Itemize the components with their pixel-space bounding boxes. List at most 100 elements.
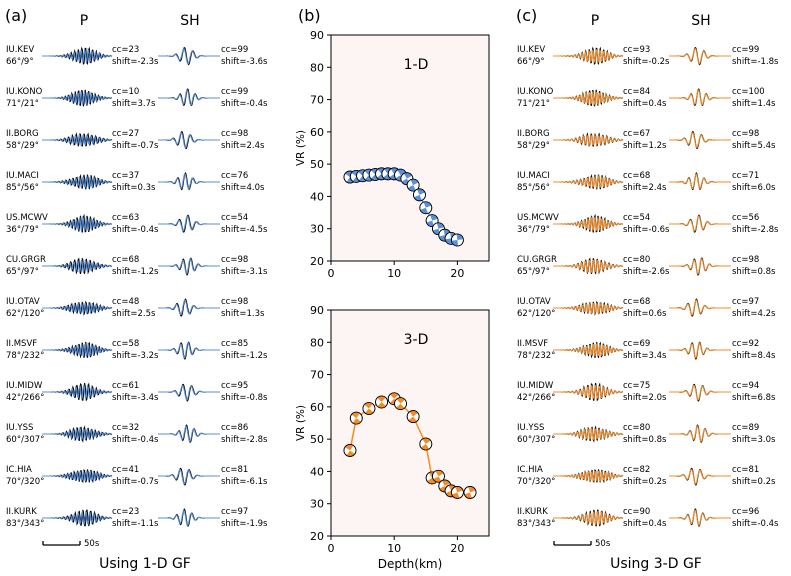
data-point xyxy=(432,469,445,483)
station-row: IU.MIDW 42°/266° cc=75 shift=2.0s cc=94 shift… xyxy=(517,381,776,403)
p-synthetic-trace xyxy=(553,174,624,190)
station-distance-azimuth: 60°/307° xyxy=(6,435,44,445)
p-shift-value: shift=-0.7s xyxy=(112,477,159,487)
sh-shift-value: shift=3.0s xyxy=(732,435,776,445)
p-shift-value: shift=-2.6s xyxy=(623,267,670,277)
p-shift-value: shift=2.4s xyxy=(623,183,667,193)
x-tick-label: 20 xyxy=(450,542,464,555)
y-tick-label: 40 xyxy=(310,465,324,478)
panel-letter: (c) xyxy=(516,6,537,25)
sh-shift-value: shift=6.0s xyxy=(732,183,776,193)
station-name: II.KURK xyxy=(6,507,37,517)
data-point xyxy=(450,486,464,499)
sh-cc-value: cc=54 xyxy=(221,213,248,223)
station-row: II.BORG 58°/29° cc=67 shift=1.2s cc=98 shift=… xyxy=(517,129,776,151)
p-shift-value: shift=-0.6s xyxy=(623,225,670,235)
p-synthetic-trace xyxy=(553,301,624,316)
panel-footer-label: Using 3-D GF xyxy=(610,556,702,572)
y-tick-label: 50 xyxy=(310,158,324,171)
sh-synthetic-trace xyxy=(669,468,731,485)
station-name: US.MCWV xyxy=(6,213,48,223)
p-shift-value: shift=0.6s xyxy=(623,309,667,319)
data-point xyxy=(419,437,433,451)
time-scale-label: 50s xyxy=(84,539,100,549)
data-point xyxy=(419,201,433,215)
p-synthetic-trace xyxy=(553,426,624,441)
station-row: IU.OTAV 62°/120° cc=48 shift=2.5s cc=98 shift… xyxy=(6,297,265,319)
sh-cc-value: cc=76 xyxy=(221,171,248,181)
sh-synthetic-trace xyxy=(669,89,731,106)
sh-shift-value: shift=5.4s xyxy=(732,141,776,151)
p-shift-value: shift=-0.4s xyxy=(112,225,159,235)
sh-synthetic-trace xyxy=(158,468,220,485)
sh-cc-value: cc=98 xyxy=(221,255,248,265)
station-row: II.MSVF 78°/232° cc=69 shift=3.4s cc=92 shift… xyxy=(517,339,776,361)
y-tick-label: 90 xyxy=(310,304,324,317)
station-row: IC.HIA 70°/320° cc=82 shift=0.2s cc=81 shift=… xyxy=(517,465,776,487)
p-shift-value: shift=1.2s xyxy=(623,141,667,151)
sh-shift-value: shift=-1.9s xyxy=(221,519,268,529)
y-tick-label: 90 xyxy=(310,29,324,42)
station-distance-azimuth: 65°/97° xyxy=(517,267,550,277)
station-row: II.MSVF 78°/232° cc=58 shift=-3.2s cc=85 shif… xyxy=(6,339,268,361)
sh-shift-value: shift=-6.1s xyxy=(221,477,268,487)
station-name: II.BORG xyxy=(6,129,39,139)
data-point xyxy=(343,444,357,457)
p-cc-value: cc=80 xyxy=(623,423,650,433)
p-synthetic-trace xyxy=(553,470,624,483)
vr-chart-3d: 20 30 40 50 60 70 80 90 0 10 20 VR (%) Depth(km) 3-D xyxy=(295,304,490,571)
p-synthetic-trace xyxy=(42,91,113,106)
p-cc-value: cc=10 xyxy=(112,87,139,97)
station-name: IU.KEV xyxy=(6,45,34,55)
p-synthetic-trace xyxy=(42,301,113,316)
p-cc-value: cc=82 xyxy=(623,465,650,475)
data-point xyxy=(444,484,458,498)
sh-cc-value: cc=86 xyxy=(221,423,248,433)
station-distance-azimuth: 78°/232° xyxy=(6,351,44,361)
y-tick-label: 60 xyxy=(310,126,324,139)
sh-shift-value: shift=-3.1s xyxy=(221,267,268,277)
sh-shift-value: shift=2.4s xyxy=(221,141,265,151)
sh-shift-value: shift=-1.8s xyxy=(732,57,779,67)
x-axis-label: Depth(km) xyxy=(378,557,443,571)
p-shift-value: shift=-1.2s xyxy=(112,267,159,277)
x-tick-label: 10 xyxy=(387,542,401,555)
sh-cc-value: cc=71 xyxy=(732,171,759,181)
station-distance-azimuth: 78°/232° xyxy=(517,351,555,361)
sh-synthetic-trace xyxy=(669,299,731,316)
data-point xyxy=(425,214,439,228)
y-axis-label: VR (%) xyxy=(295,130,307,166)
station-name: CU.GRGR xyxy=(517,255,557,265)
panel-a: (a) P SH IU.KEV 66°/9° cc=23 shift=-2.3s cc=99 s… xyxy=(5,6,268,572)
variance-reduction-charts: 20 30 40 50 60 70 80 90 0 10 20 VR (%) (b) 1-D 20 30 40 5… xyxy=(295,6,490,571)
station-name: CU.GRGR xyxy=(6,255,46,265)
data-point xyxy=(413,188,426,202)
sh-shift-value: shift=-1.2s xyxy=(221,351,268,361)
sh-cc-value: cc=99 xyxy=(732,45,759,55)
sh-synthetic-trace xyxy=(669,215,731,232)
station-distance-azimuth: 83°/343° xyxy=(6,519,44,529)
p-cc-value: cc=48 xyxy=(112,297,139,307)
station-name: IC.HIA xyxy=(6,465,32,475)
p-synthetic-trace xyxy=(553,48,624,65)
sh-cc-value: cc=89 xyxy=(732,423,759,433)
p-shift-value: shift=-0.7s xyxy=(112,141,159,151)
sh-cc-value: cc=97 xyxy=(221,507,248,517)
station-distance-azimuth: 42°/266° xyxy=(517,393,555,403)
p-synthetic-trace xyxy=(553,385,623,399)
sh-cc-value: cc=81 xyxy=(732,465,759,475)
panel-letter: (a) xyxy=(5,6,27,25)
station-distance-azimuth: 70°/320° xyxy=(517,477,555,487)
y-tick-label: 40 xyxy=(310,190,324,203)
sh-cc-value: cc=98 xyxy=(221,297,248,307)
sh-cc-value: cc=96 xyxy=(732,507,759,517)
station-row: US.MCWV 36°/79° cc=54 shift=-0.6s cc=56 shift… xyxy=(517,213,779,235)
sh-synthetic-trace xyxy=(669,48,731,65)
y-tick-label: 70 xyxy=(310,369,324,382)
p-shift-value: shift=0.4s xyxy=(623,99,667,109)
p-shift-value: shift=2.0s xyxy=(623,393,667,403)
station-distance-azimuth: 58°/29° xyxy=(517,141,550,151)
station-distance-azimuth: 42°/266° xyxy=(6,393,44,403)
vr-chart-1d: 20 30 40 50 60 70 80 90 0 10 20 VR (%) (b) 1-D xyxy=(295,6,490,280)
data-point xyxy=(394,397,407,411)
